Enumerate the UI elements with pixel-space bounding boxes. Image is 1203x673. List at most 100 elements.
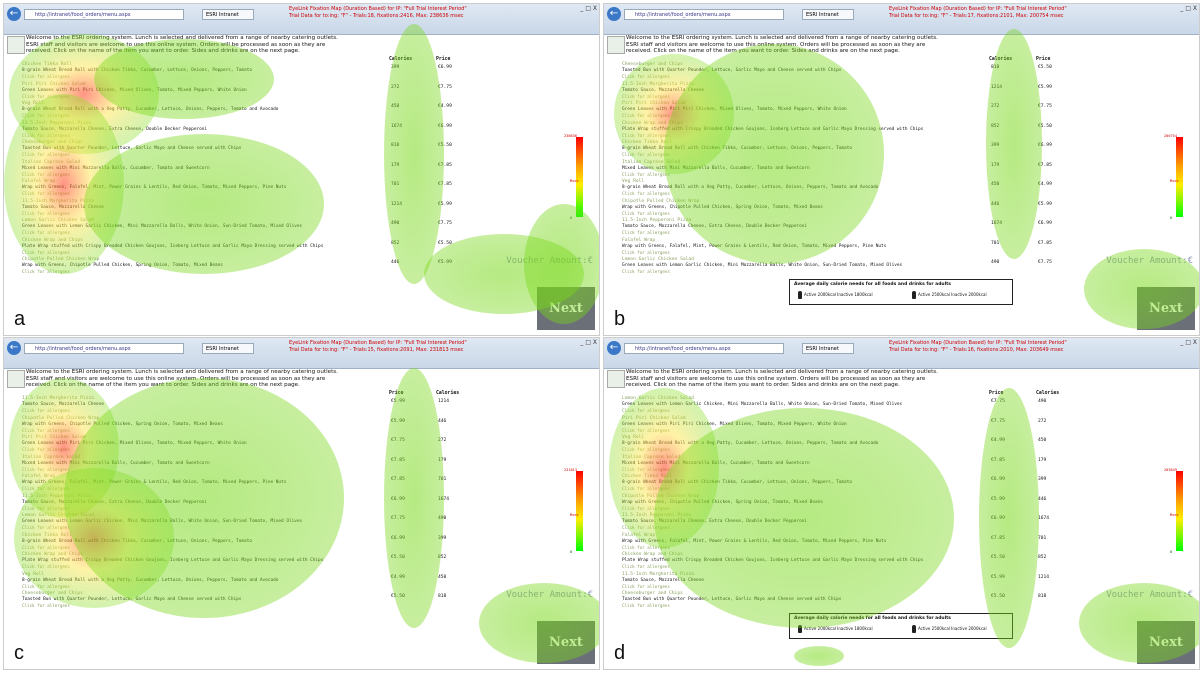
welcome-line: Welcome to the ESRI ordering system. Lun… <box>626 369 938 375</box>
allergens-link[interactable]: Click for allergens <box>22 230 70 235</box>
allergens-link[interactable]: Click for allergens <box>622 466 670 472</box>
allergens-link[interactable]: Click for allergens <box>622 603 670 608</box>
allergens-link[interactable]: Click for allergens <box>622 427 670 433</box>
allergens-link[interactable]: Click for allergens <box>22 132 70 138</box>
next-button[interactable]: Next <box>537 287 595 330</box>
allergens-link[interactable]: Click for allergens <box>22 408 70 413</box>
allergens-link[interactable]: Click for allergens <box>22 525 70 530</box>
allergens-link[interactable]: Click for allergens <box>622 210 670 216</box>
allergens-link[interactable]: Click for allergens <box>22 269 70 274</box>
menu-item: 11.5-Inch Pepperoni Pizza Tomato Sauce, M… <box>22 494 372 514</box>
calories-value: 272 <box>1038 418 1047 424</box>
allergens-link[interactable]: Click for allergens <box>22 249 70 255</box>
allergens-link[interactable]: Click for allergens <box>622 249 670 255</box>
address-bar[interactable]: http://intranet/food_orders/menu.aspx <box>24 9 184 20</box>
menu-item-description: Plate Wrap stuffed with Crispy Breaded C… <box>22 243 324 249</box>
esri-logo-icon <box>7 36 25 54</box>
allergens-link[interactable]: Click for allergens <box>22 466 70 472</box>
heatmap-legend-bar <box>576 137 583 217</box>
allergens-link[interactable]: Click for allergens <box>22 152 70 157</box>
price-value: €5.99 <box>438 201 452 207</box>
allergens-link[interactable]: Click for allergens <box>22 191 70 196</box>
menu-item: Veg Roll 8-grain Wheat Bread Roll with a … <box>622 179 972 199</box>
back-arrow-icon[interactable]: ← <box>607 7 621 21</box>
allergens-link[interactable]: Click for allergens <box>22 447 70 452</box>
allergens-link[interactable]: Click for allergens <box>622 544 670 550</box>
esri-logo-icon <box>607 36 625 54</box>
allergens-link[interactable]: Click for allergens <box>622 447 670 452</box>
menu-item-name-link[interactable]: Veg Roll <box>622 179 645 184</box>
allergens-link[interactable]: Click for allergens <box>22 113 70 118</box>
calories-value: 1214 <box>1038 574 1050 580</box>
menu-item-name-link[interactable]: Cheeseburger and Chips <box>622 591 683 596</box>
allergens-link[interactable]: Click for allergens <box>22 544 70 550</box>
window-controls[interactable]: _ □ X <box>580 5 597 12</box>
price-value: €7.75 <box>438 221 452 226</box>
back-arrow-icon[interactable]: ← <box>7 7 21 21</box>
browser-tab[interactable]: ESRI Intranet <box>802 343 854 354</box>
menu-item: Chicken Tikka Roll 8-grain Wheat Bread Ro… <box>622 140 972 160</box>
allergens-link[interactable]: Click for allergens <box>22 93 70 99</box>
allergens-link[interactable]: Click for allergens <box>622 269 670 274</box>
allergens-link[interactable]: Click for allergens <box>22 486 70 491</box>
allergens-link[interactable]: Click for allergens <box>22 171 70 177</box>
browser-tab[interactable]: ESRI Intranet <box>202 9 254 20</box>
menu-item: Cheeseburger and Chips Toasted Bun with Q… <box>22 591 372 611</box>
allergens-link[interactable]: Click for allergens <box>22 603 70 608</box>
allergens-link[interactable]: Click for allergens <box>622 132 670 138</box>
back-arrow-icon[interactable]: ← <box>7 341 21 355</box>
next-button[interactable]: Next <box>537 621 595 664</box>
menu-item: Italian Caprese Salad Mixed Leaves with M… <box>622 160 972 180</box>
allergens-link[interactable]: Click for allergens <box>622 93 670 99</box>
next-button[interactable]: Next <box>1137 287 1195 330</box>
menu-item-name-link[interactable]: Lemon Garlic Chicken Salad <box>622 257 694 262</box>
calories-value: 701 <box>1038 535 1047 541</box>
allergens-link[interactable]: Click for allergens <box>22 74 70 79</box>
menu-item: 11.5-Inch Pepperoni Pizza Tomato Sauce, M… <box>22 121 372 141</box>
menu-item-name-link[interactable]: Chipotle Pulled Chicken Wrap <box>622 198 700 204</box>
menu-item-name-link[interactable]: Chicken Wrap and Chips <box>622 552 683 557</box>
allergens-link[interactable]: Click for allergens <box>622 74 670 79</box>
address-bar[interactable]: http://intranet/food_orders/menu.aspx <box>624 343 784 354</box>
back-arrow-icon[interactable]: ← <box>607 341 621 355</box>
allergens-link[interactable]: Click for allergens <box>622 583 670 589</box>
allergens-link[interactable]: Click for allergens <box>622 564 670 569</box>
browser-tab[interactable]: ESRI Intranet <box>802 9 854 20</box>
allergens-link[interactable]: Click for allergens <box>622 191 670 196</box>
allergens-link[interactable]: Click for allergens <box>622 113 670 118</box>
address-bar[interactable]: http://intranet/food_orders/menu.aspx <box>24 343 184 354</box>
window-controls[interactable]: _ □ X <box>580 339 597 346</box>
window-controls[interactable]: _ □ X <box>1180 339 1197 346</box>
next-button[interactable]: Next <box>1137 621 1195 664</box>
calorie-female-needs: Active 2000kcal Inactive 1800kcal <box>804 292 873 297</box>
menu-item: Piri Piri Chicken Salad Green Leaves with… <box>22 435 372 455</box>
allergens-link[interactable]: Click for allergens <box>622 152 670 157</box>
browser-tab[interactable]: ESRI Intranet <box>202 343 254 354</box>
menu-item-list: Lemon Garlic Chicken Salad Green Leaves w… <box>622 396 972 611</box>
panel-label: c <box>14 642 24 664</box>
allergens-link[interactable]: Click for allergens <box>22 583 70 589</box>
allergens-link[interactable]: Click for allergens <box>622 171 670 177</box>
price-value: €7.85 <box>991 535 1005 541</box>
allergens-link[interactable]: Click for allergens <box>22 210 70 216</box>
calories-value: 446 <box>438 418 447 424</box>
menu-item: Chicken Wrap and Chips Plate Wrap stuffed… <box>22 552 372 572</box>
allergens-link[interactable]: Click for allergens <box>622 505 670 511</box>
window-controls[interactable]: _ □ X <box>1180 5 1197 12</box>
voucher-amount-label: Voucher Amount:€ <box>506 590 593 600</box>
allergens-link[interactable]: Click for allergens <box>22 427 70 433</box>
address-bar[interactable]: http://intranet/food_orders/menu.aspx <box>624 9 784 20</box>
allergens-link[interactable]: Click for allergens <box>622 525 670 530</box>
recording-subtitle: Trial Data for to:ing: "F" - Trials:15, … <box>289 347 464 353</box>
menu-item-name-link[interactable]: Falafel Wrap <box>622 237 656 243</box>
allergens-link[interactable]: Click for allergens <box>622 486 670 491</box>
menu-item: Veg Roll 8-grain Wheat Bread Roll with a … <box>622 435 972 455</box>
allergens-link[interactable]: Click for allergens <box>22 505 70 511</box>
legend-unit-label: Msec <box>1170 179 1179 183</box>
menu-item-name-link[interactable]: 11.5-Inch Pepperoni Pizza <box>622 218 692 223</box>
allergens-link[interactable]: Click for allergens <box>622 230 670 235</box>
menu-item: Chicken Tikka Roll 8-grain Wheat Bread Ro… <box>622 474 972 494</box>
price-value: €5.99 <box>438 260 452 265</box>
allergens-link[interactable]: Click for allergens <box>622 408 670 413</box>
allergens-link[interactable]: Click for allergens <box>22 564 70 569</box>
